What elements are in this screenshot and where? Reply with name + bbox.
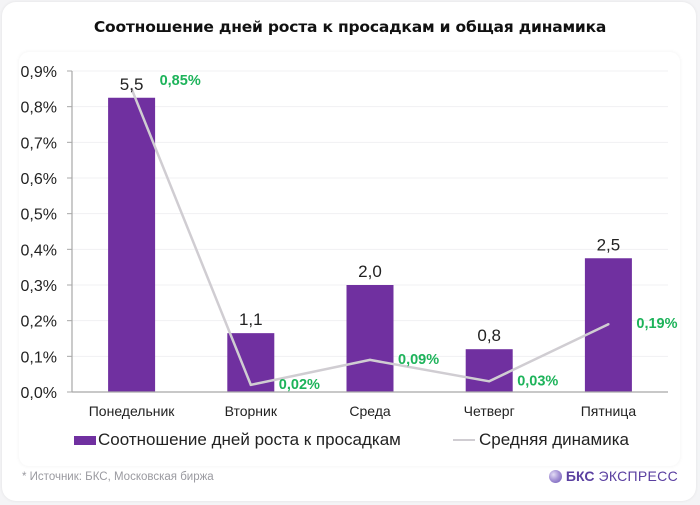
x-category-label: Четверг: [464, 403, 515, 419]
bar-value-label: 5,5: [120, 75, 144, 94]
bar-value-label: 2,5: [597, 235, 621, 254]
line-value-label: 0,03%: [517, 373, 558, 389]
y-tick-label: 0,9%: [21, 64, 57, 81]
bar: [108, 97, 156, 392]
y-tick-label: 0,4%: [21, 242, 57, 259]
bar-series: [108, 97, 632, 392]
brand-logo[interactable]: БКС ЭКСПРЕСС: [548, 468, 678, 484]
x-category-label: Пятница: [581, 403, 637, 419]
line-series: [130, 87, 610, 387]
y-tick-label: 0,2%: [21, 314, 57, 331]
bar-value-label: 2,0: [358, 262, 382, 281]
legend-label-bars: Соотношение дней роста к просадкам: [98, 430, 401, 449]
legend-bar-swatch-icon: [74, 435, 96, 445]
data-labels: 5,5 0,85% 1,1 0,02% 2,0 0,09% 0,8 0,03% 2,5 0,19%: [120, 73, 678, 393]
line-value-label: 0,09%: [398, 352, 439, 368]
y-tick-label: 0,8%: [21, 100, 57, 117]
y-tick-label: 0,3%: [21, 278, 57, 295]
y-tick-label: 0,5%: [21, 207, 57, 224]
brand-name-bold: БКС: [565, 468, 595, 484]
bar-value-label: 0,8: [477, 326, 501, 345]
y-tick-label: 0,0%: [21, 385, 57, 402]
chart-title: Соотношение дней роста к просадкам и общ…: [93, 18, 607, 36]
y-axis-ticks: 0,0% 0,1% 0,2% 0,3% 0,4% 0,5% 0,6% 0,7% 0,8% 0,9%: [21, 64, 72, 402]
y-tick-label: 0,7%: [21, 135, 57, 152]
bar: [465, 349, 513, 392]
y-tick-label: 0,1%: [21, 349, 57, 366]
bar-value-label: 1,1: [239, 310, 263, 329]
line-value-label: 0,02%: [279, 377, 320, 393]
brand-sphere-icon: [548, 469, 562, 483]
legend-line-swatch-icon: [453, 439, 475, 441]
legend: Соотношение дней роста к просадкам Средн…: [0, 430, 700, 454]
x-axis-categories: Понедельник Вторник Среда Четверг Пятница: [89, 403, 637, 419]
line-path: [130, 88, 609, 387]
y-tick-label: 0,6%: [21, 171, 57, 188]
legend-item-bars[interactable]: Соотношение дней роста к просадкам: [74, 430, 401, 450]
legend-label-line: Средняя динамика: [479, 430, 629, 449]
line-value-label: 0,85%: [160, 73, 201, 89]
legend-item-line[interactable]: Средняя динамика: [453, 430, 629, 450]
axes: [71, 71, 668, 393]
source-note: * Источник: БКС, Московская биржа: [22, 471, 214, 483]
brand-name-rest: ЭКСПРЕСС: [598, 468, 678, 484]
line-value-label: 0,19%: [636, 316, 677, 332]
x-category-label: Вторник: [225, 403, 278, 419]
x-category-label: Среда: [349, 403, 391, 419]
bar: [346, 285, 394, 392]
x-category-label: Понедельник: [89, 403, 176, 419]
